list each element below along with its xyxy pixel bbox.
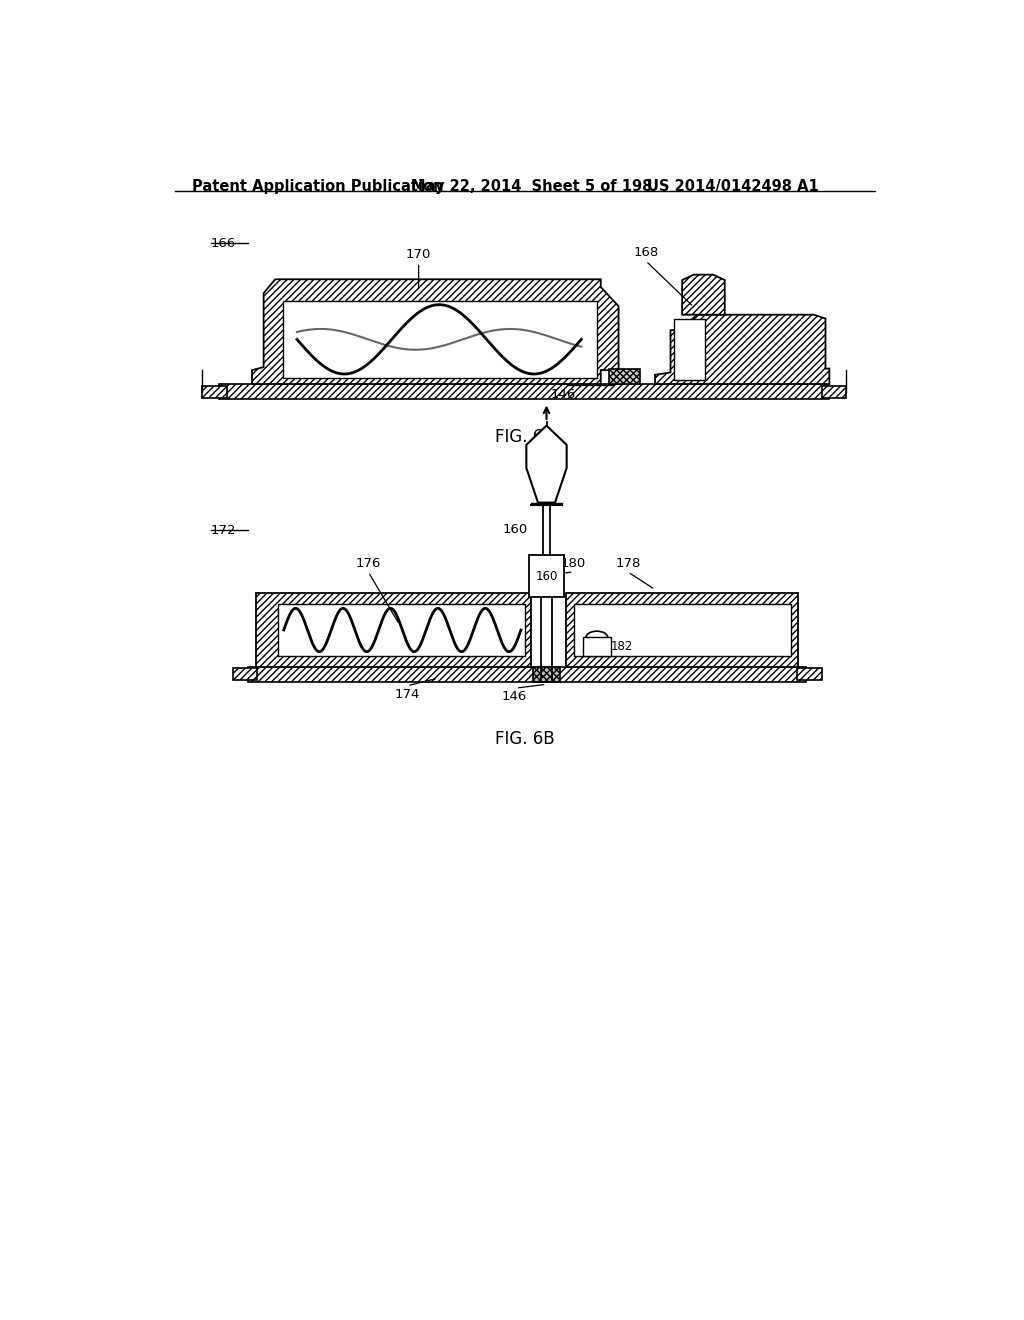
Polygon shape [283,301,597,378]
Polygon shape [583,638,611,656]
Polygon shape [573,605,791,656]
Text: Patent Application Publication: Patent Application Publication [193,180,443,194]
Polygon shape [821,385,847,397]
Polygon shape [232,668,257,681]
Text: 166: 166 [211,238,237,249]
Polygon shape [278,605,524,656]
Text: FIG. 6A: FIG. 6A [495,428,555,446]
Polygon shape [566,594,799,667]
Polygon shape [252,280,618,384]
Text: 160: 160 [503,524,528,536]
Polygon shape [532,667,560,682]
Text: 168: 168 [633,247,658,259]
Polygon shape [608,368,640,384]
Text: May 22, 2014  Sheet 5 of 198: May 22, 2014 Sheet 5 of 198 [411,180,652,194]
Text: 176: 176 [355,557,381,570]
Text: FIG. 6B: FIG. 6B [495,730,555,747]
Text: 174: 174 [394,688,420,701]
Polygon shape [203,385,227,397]
Polygon shape [248,667,806,682]
Polygon shape [797,668,821,681]
Text: 170: 170 [406,248,431,261]
Text: 146: 146 [551,388,577,401]
Polygon shape [529,554,563,598]
Polygon shape [219,384,829,400]
Polygon shape [682,275,725,314]
Text: 172: 172 [211,524,237,537]
Text: 180: 180 [561,557,587,570]
Text: 160: 160 [536,570,558,582]
Polygon shape [526,425,566,503]
Text: 182: 182 [611,640,633,653]
Text: 146: 146 [502,690,526,704]
Polygon shape [655,314,829,384]
Text: 178: 178 [615,557,641,570]
Polygon shape [675,318,706,380]
Text: US 2014/0142498 A1: US 2014/0142498 A1 [647,180,819,194]
Polygon shape [256,594,531,667]
